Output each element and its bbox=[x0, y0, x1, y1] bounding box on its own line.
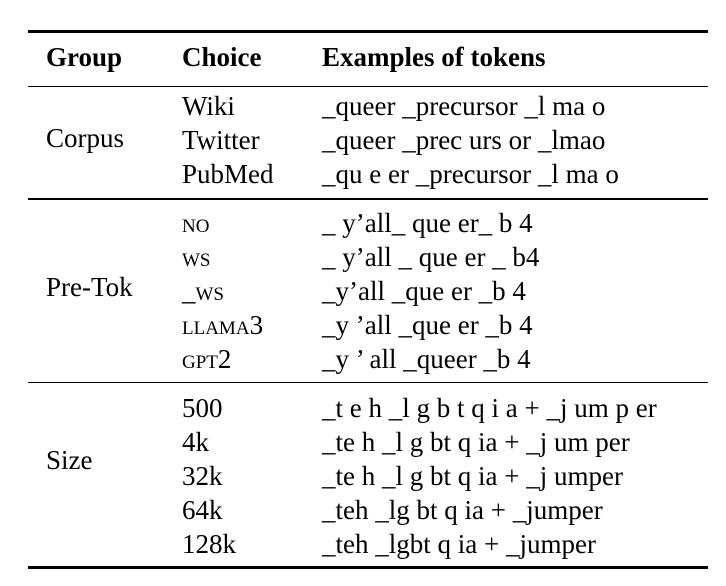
choice-cell: PubMed bbox=[182, 159, 274, 190]
header-tokens: Examples of tokens bbox=[322, 42, 546, 72]
table-row: Wiki _queer _precursor _l ma o bbox=[28, 91, 708, 125]
bottom-rule bbox=[28, 565, 708, 569]
table-row: 128k _teh _lgbt q ia + _jumper bbox=[28, 529, 708, 563]
choice-cell: 4k bbox=[182, 426, 209, 457]
choice-cell: 500 bbox=[182, 392, 223, 423]
choice-cell: Twitter bbox=[182, 125, 260, 156]
top-rule bbox=[28, 30, 708, 33]
choice-cell: 32k bbox=[182, 460, 223, 491]
choice-cell: _WS bbox=[182, 275, 224, 306]
choice-cell: LLAMA3 bbox=[182, 310, 263, 341]
tokens-cell: _teh _lg bt q ia + _jumper bbox=[322, 494, 603, 525]
tokens-cell: _qu e er _precursor _l ma o bbox=[322, 159, 619, 190]
table-row: LLAMA3 _y ’all _que er _b 4 bbox=[28, 310, 708, 344]
choice-name: LLAMA bbox=[182, 309, 250, 340]
tokens-cell: _queer _prec urs or _lmao bbox=[322, 125, 606, 156]
section-rule bbox=[28, 381, 708, 383]
choice-cell: 64k bbox=[182, 494, 223, 525]
section-size: Size 500 _t e h _l g b t q i a + _j um p… bbox=[28, 383, 708, 566]
choice-cell: WS bbox=[182, 241, 211, 272]
table-row: _WS _y’all _que er _b 4 bbox=[28, 276, 708, 310]
tokens-cell: _teh _lgbt q ia + _jumper bbox=[322, 528, 596, 559]
choice-cell: NO bbox=[182, 207, 210, 238]
tokens-cell: _ y’all_ que er_ b 4 bbox=[322, 207, 533, 238]
tokens-cell: _ y’all _ que er _ b4 bbox=[322, 241, 540, 272]
section-rule bbox=[28, 198, 708, 200]
choice-name: GPT bbox=[182, 343, 218, 374]
choice-cell: 128k bbox=[182, 528, 236, 559]
tokenization-table: Group Choice Examples of tokens Corpus W… bbox=[28, 30, 708, 569]
table-row: Twitter _queer _prec urs or _lmao bbox=[28, 125, 708, 159]
table-row: 64k _teh _lg bt q ia + _jumper bbox=[28, 495, 708, 529]
table-row: 32k _te h _l g bt q ia + _j umper bbox=[28, 461, 708, 495]
tokens-cell: _y ’all _que er _b 4 bbox=[322, 309, 533, 340]
header-rule bbox=[28, 86, 708, 88]
tokens-cell: _y’all _que er _b 4 bbox=[322, 275, 526, 306]
group-label-corpus: Corpus bbox=[46, 123, 125, 154]
section-pretok: Pre-Tok NO _ y’all_ que er_ b 4 WS _ y’a… bbox=[28, 200, 708, 382]
tokens-cell: _te h _l g bt q ia + _j um per bbox=[322, 426, 630, 457]
group-label-pretok: Pre-Tok bbox=[46, 271, 133, 302]
section-corpus: Corpus Wiki _queer _precursor _l ma o Tw… bbox=[28, 87, 708, 198]
table-row: GPT2 _y ’ all _queer _b 4 bbox=[28, 344, 708, 378]
tokens-cell: _te h _l g bt q ia + _j umper bbox=[322, 460, 623, 491]
group-label-size: Size bbox=[46, 444, 93, 475]
table-row: NO _ y’all_ que er_ b 4 bbox=[28, 208, 708, 242]
tokens-cell: _t e h _l g b t q i a + _j um p er bbox=[322, 392, 657, 423]
tokens-cell: _queer _precursor _l ma o bbox=[322, 91, 606, 122]
table-header: Group Choice Examples of tokens bbox=[28, 33, 708, 86]
tokens-cell: _y ’ all _queer _b 4 bbox=[322, 343, 531, 374]
header-group: Group bbox=[46, 42, 123, 72]
table-row: 500 _t e h _l g b t q i a + _j um p er bbox=[28, 393, 708, 427]
choice-version: 3 bbox=[249, 309, 264, 340]
table-row: WS _ y’all _ que er _ b4 bbox=[28, 242, 708, 276]
choice-version: 2 bbox=[217, 343, 232, 374]
table-row: PubMed _qu e er _precursor _l ma o bbox=[28, 159, 708, 193]
table-row: 4k _te h _l g bt q ia + _j um per bbox=[28, 427, 708, 461]
choice-cell: GPT2 bbox=[182, 344, 231, 375]
header-choice: Choice bbox=[182, 42, 262, 72]
choice-cell: Wiki bbox=[182, 91, 235, 122]
